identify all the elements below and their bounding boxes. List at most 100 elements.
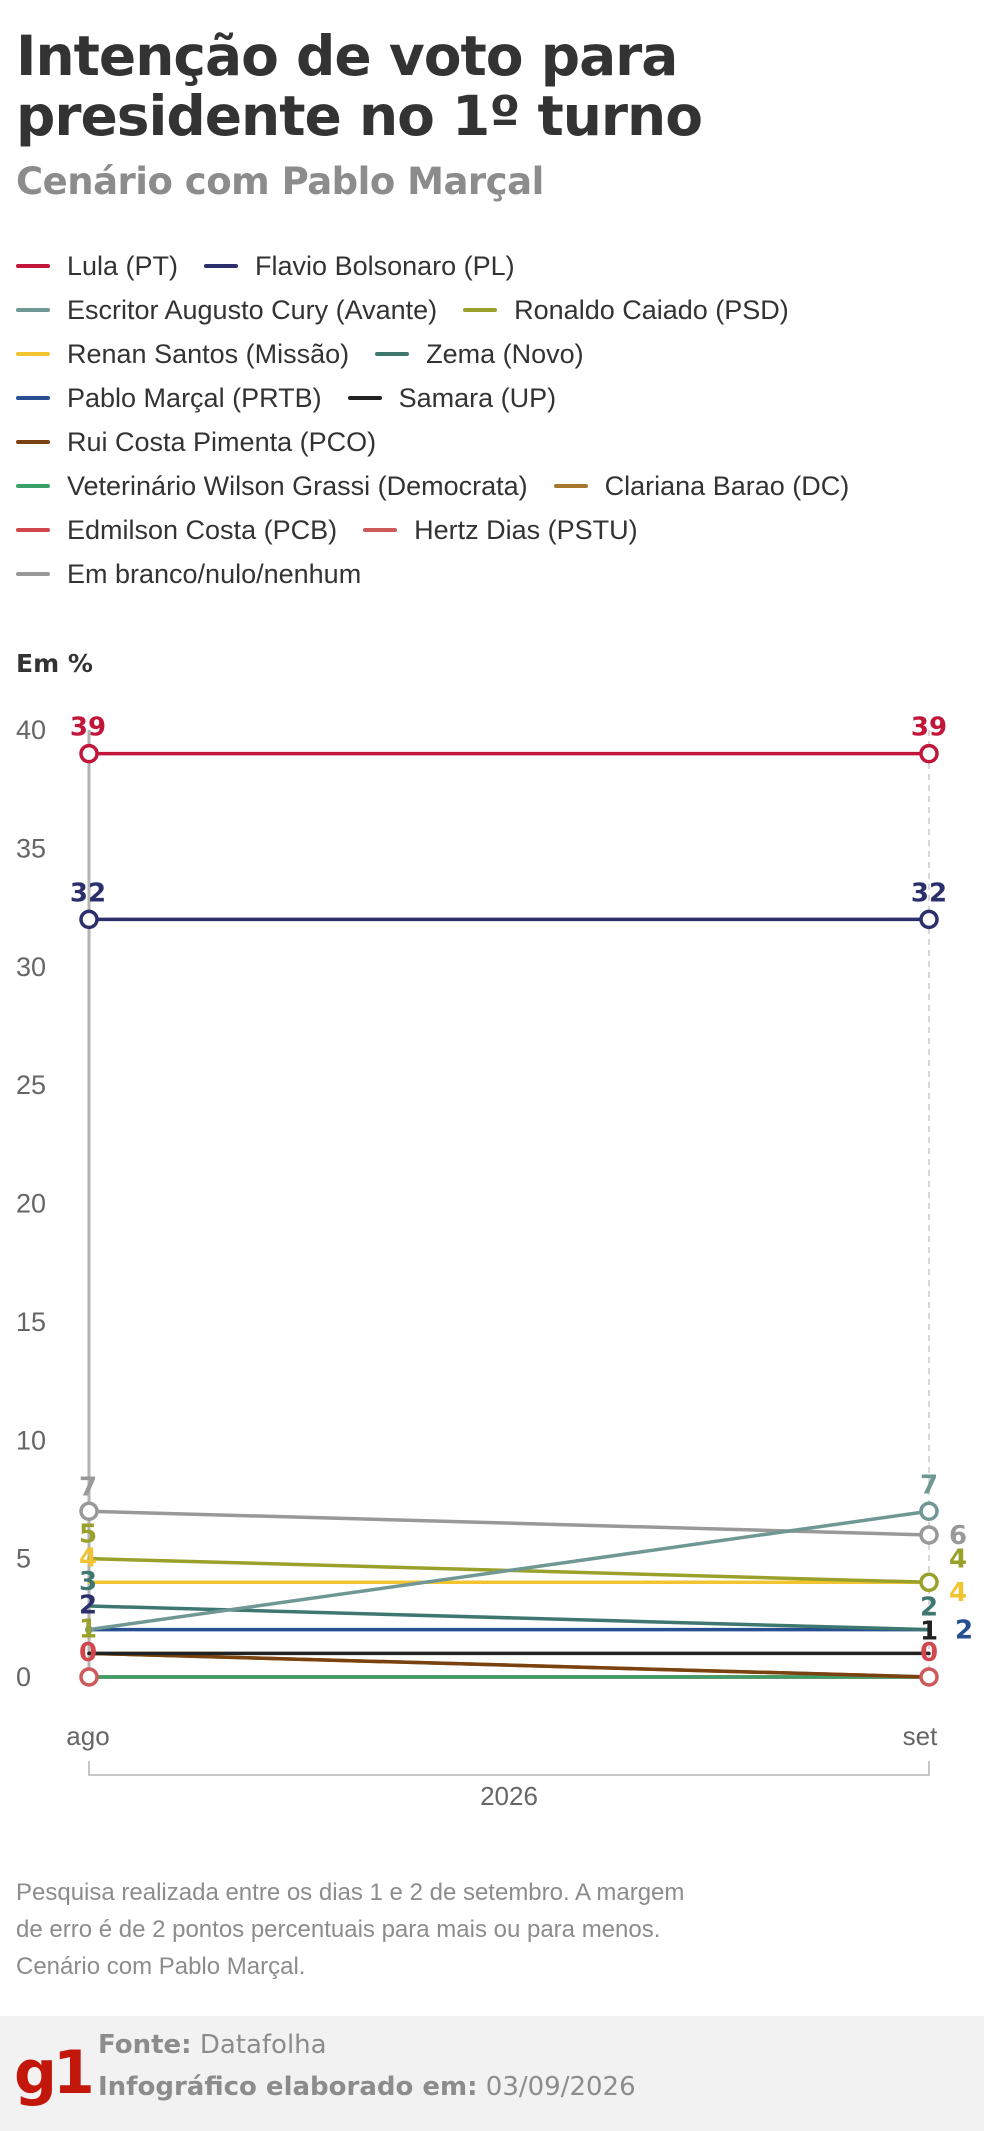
legend-item: Edmilson Costa (PCB) [16, 508, 337, 552]
legend-item: Zema (Novo) [375, 332, 584, 376]
start-data-label: 4 [79, 1543, 97, 1573]
legend-swatch [16, 440, 50, 444]
legend-label: Veterinário Wilson Grassi (Democrata) [67, 470, 528, 501]
series-line [87, 1509, 931, 1537]
start-data-label: 7 [79, 1472, 97, 1502]
legend-swatch [16, 484, 50, 488]
legend-item: Pablo Marçal (PRTB) [16, 376, 322, 420]
end-data-label: 7 [920, 1470, 938, 1500]
y-tick-label: 35 [16, 833, 46, 863]
end-data-label: 2 [955, 1616, 973, 1646]
y-tick-label: 40 [16, 715, 46, 745]
start-data-label: 32 [70, 878, 106, 908]
data-point [919, 909, 939, 930]
y-tick-label: 5 [16, 1544, 31, 1574]
legend-item: Samara (UP) [347, 376, 557, 420]
data-point [919, 1501, 939, 1522]
start-data-label: 1 [79, 1614, 97, 1644]
legend-label: Ronaldo Caiado (PSD) [514, 294, 789, 325]
x-group-bracket [88, 1761, 930, 1776]
methodology-note: Pesquisa realizada entre os dias 1 e 2 d… [16, 1879, 685, 1980]
start-data-label: 0 [79, 1638, 97, 1668]
data-point [79, 743, 99, 764]
series-line [87, 1509, 931, 1632]
end-data-label: 0 [920, 1638, 938, 1668]
x-group-label: 2026 [480, 1781, 538, 1811]
end-data-label: 32 [911, 878, 947, 908]
legend-swatch [16, 352, 50, 356]
legend-swatch [204, 264, 239, 268]
legend-swatch [16, 572, 50, 576]
x-tick-label: ago [66, 1721, 109, 1751]
legend-item: Hertz Dias (PSTU) [363, 508, 638, 552]
start-data-label: 5 [79, 1520, 97, 1550]
chart-subtitle: Cenário com Pablo Marçal [16, 160, 544, 203]
legend-label: Edmilson Costa (PCB) [67, 514, 338, 545]
date-line: Infográfico elaborado em: 03/09/2026 [98, 2072, 636, 2102]
legend-swatch [16, 396, 50, 400]
legend-swatch [347, 396, 382, 400]
end-data-label: 6 [949, 1521, 967, 1551]
x-tick-label: set [903, 1721, 938, 1751]
y-tick-label: 10 [16, 1425, 46, 1455]
source-value: Datafolha [199, 2030, 327, 2060]
data-point [79, 1501, 99, 1522]
legend-label: Clariana Barao (DC) [604, 470, 850, 501]
data-point [919, 743, 939, 764]
y-tick-label: 15 [16, 1307, 46, 1337]
legend-label: Hertz Dias (PSTU) [414, 514, 638, 545]
series-line [87, 1651, 931, 1679]
legend-item: Renan Santos (Missão) [16, 332, 349, 376]
end-data-label: 4 [949, 1545, 967, 1575]
y-tick-label: 0 [16, 1662, 31, 1692]
legend-item: Clariana Barao (DC) [553, 464, 850, 508]
legend-item: Rui Costa Pimenta (PCO) [16, 420, 376, 464]
chart-title: Intenção de voto para presidente no 1º t… [16, 24, 703, 148]
data-point [919, 1525, 939, 1545]
y-tick-label: 30 [16, 952, 46, 982]
legend-item: Ronaldo Caiado (PSD) [463, 288, 789, 332]
legend-label: Pablo Marçal (PRTB) [67, 382, 322, 413]
legend-label: Em branco/nulo/nenhum [67, 558, 362, 589]
chart-legend: Lula (PT) Flavio Bolsonaro (PL) Escritor A… [16, 244, 976, 596]
legend-swatch [16, 528, 50, 532]
legend-swatch [463, 308, 498, 312]
legend-label: Rui Costa Pimenta (PCO) [67, 426, 377, 457]
data-point [79, 909, 99, 930]
y-tick-label: 20 [16, 1189, 46, 1219]
legend-item: Veterinário Wilson Grassi (Democrata) [16, 464, 528, 508]
legend-label: Renan Santos (Missão) [67, 338, 350, 369]
legend-item: Escritor Augusto Cury (Avante) [16, 288, 437, 332]
legend-swatch [16, 264, 50, 268]
g1-logo[interactable]: g1 [14, 2038, 95, 2108]
legend-label: Flavio Bolsonaro (PL) [255, 250, 515, 281]
y-tick-label: 25 [16, 1070, 46, 1100]
legend-swatch [363, 528, 398, 532]
series-line [87, 1604, 931, 1632]
legend-label: Zema (Novo) [426, 338, 584, 369]
data-point [919, 1667, 939, 1687]
legend-item: Em branco/nulo/nenhum [16, 552, 361, 596]
footer: g1 Fonte: Datafolha Infográfico elaborad… [0, 2016, 984, 2131]
data-point [919, 1572, 939, 1593]
legend-label: Samara (UP) [398, 382, 557, 413]
data-point [79, 1667, 99, 1687]
legend-swatch [553, 484, 588, 488]
end-data-label: 39 [911, 713, 947, 743]
legend-swatch [16, 308, 50, 312]
start-data-label: 39 [70, 713, 106, 743]
source-label: Fonte: [98, 2030, 192, 2060]
unit-label: Em % [16, 649, 93, 678]
legend-item: Flavio Bolsonaro (PL) [204, 244, 515, 288]
legend-swatch [375, 352, 410, 356]
data-point [85, 1625, 93, 1634]
start-data-label: 3 [79, 1567, 97, 1597]
legend-item: Lula (PT) [16, 244, 178, 288]
start-data-label: 2 [79, 1591, 97, 1621]
end-data-label: 4 [949, 1578, 967, 1608]
legend-label: Escritor Augusto Cury (Avante) [67, 294, 438, 325]
legend-label: Lula (PT) [67, 250, 179, 281]
source-line: Fonte: Datafolha [98, 2030, 327, 2060]
end-data-label: 2 [920, 1593, 938, 1623]
